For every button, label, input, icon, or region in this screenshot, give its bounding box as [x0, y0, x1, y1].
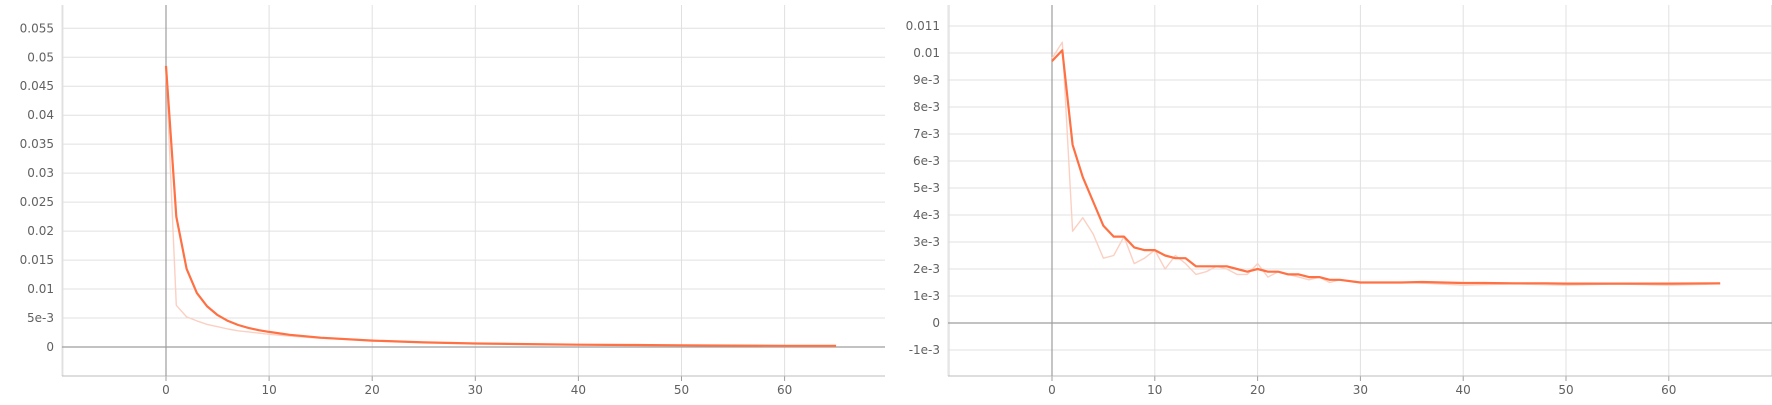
x-tick-label: 0 [1048, 383, 1056, 397]
y-tick-label: 0.05 [27, 50, 54, 64]
x-tick-label: 50 [674, 383, 689, 397]
y-tick-label: 4e-3 [913, 208, 940, 222]
x-tick-label: 10 [261, 383, 276, 397]
x-tick-label: 50 [1558, 383, 1573, 397]
x-tick-label: 0 [162, 383, 170, 397]
y-tick-label: -1e-3 [909, 343, 940, 357]
x-tick-label: 60 [777, 383, 792, 397]
y-tick-label: 7e-3 [913, 127, 940, 141]
y-tick-label: 6e-3 [913, 154, 940, 168]
series-line-raw [165, 68, 837, 347]
y-tick-label: 0.015 [20, 253, 54, 267]
y-tick-label: 0.01 [913, 46, 940, 60]
series-line-smoothed [1051, 49, 1721, 285]
x-tick-label: 30 [468, 383, 483, 397]
series-line-raw [1051, 41, 1721, 286]
y-tick-label: 5e-3 [27, 311, 54, 325]
y-tick-label: 0.01 [27, 282, 54, 296]
y-tick-label: 0.03 [27, 166, 54, 180]
y-tick-label: 9e-3 [913, 73, 940, 87]
series-line-smoothed [164, 65, 837, 347]
y-tick-label: 0.011 [906, 19, 940, 33]
y-tick-label: 0.045 [20, 79, 54, 93]
x-tick-label: 20 [1250, 383, 1265, 397]
x-tick-label: 40 [1456, 383, 1471, 397]
x-tick-label: 40 [571, 383, 586, 397]
y-tick-label: 0 [46, 340, 54, 354]
y-tick-label: 8e-3 [913, 100, 940, 114]
x-tick-label: 20 [365, 383, 380, 397]
y-tick-label: 5e-3 [913, 181, 940, 195]
x-tick-label: 60 [1661, 383, 1676, 397]
y-tick-label: 1e-3 [913, 289, 940, 303]
y-tick-label: 0.04 [27, 108, 54, 122]
chart-1: 0 5e-3 0.01 0.015 0.02 0.025 0.03 0.035 0.04 0.04… [20, 5, 885, 397]
y-tick-label: 3e-3 [913, 235, 940, 249]
y-tick-label: 0.055 [20, 21, 54, 35]
y-tick-label: 0 [932, 316, 940, 330]
y-tick-label: 0.02 [27, 224, 54, 238]
y-tick-label: 0.035 [20, 137, 54, 151]
y-tick-label: 2e-3 [913, 262, 940, 276]
y-tick-label: 0.025 [20, 195, 54, 209]
x-tick-label: 30 [1353, 383, 1368, 397]
x-tick-label: 10 [1147, 383, 1162, 397]
chart-2: -1e-3 0 1e-3 2e-3 3e-3 4e-3 5e-3 6e-3 7e-3 8e-3 9e… [906, 5, 1772, 397]
